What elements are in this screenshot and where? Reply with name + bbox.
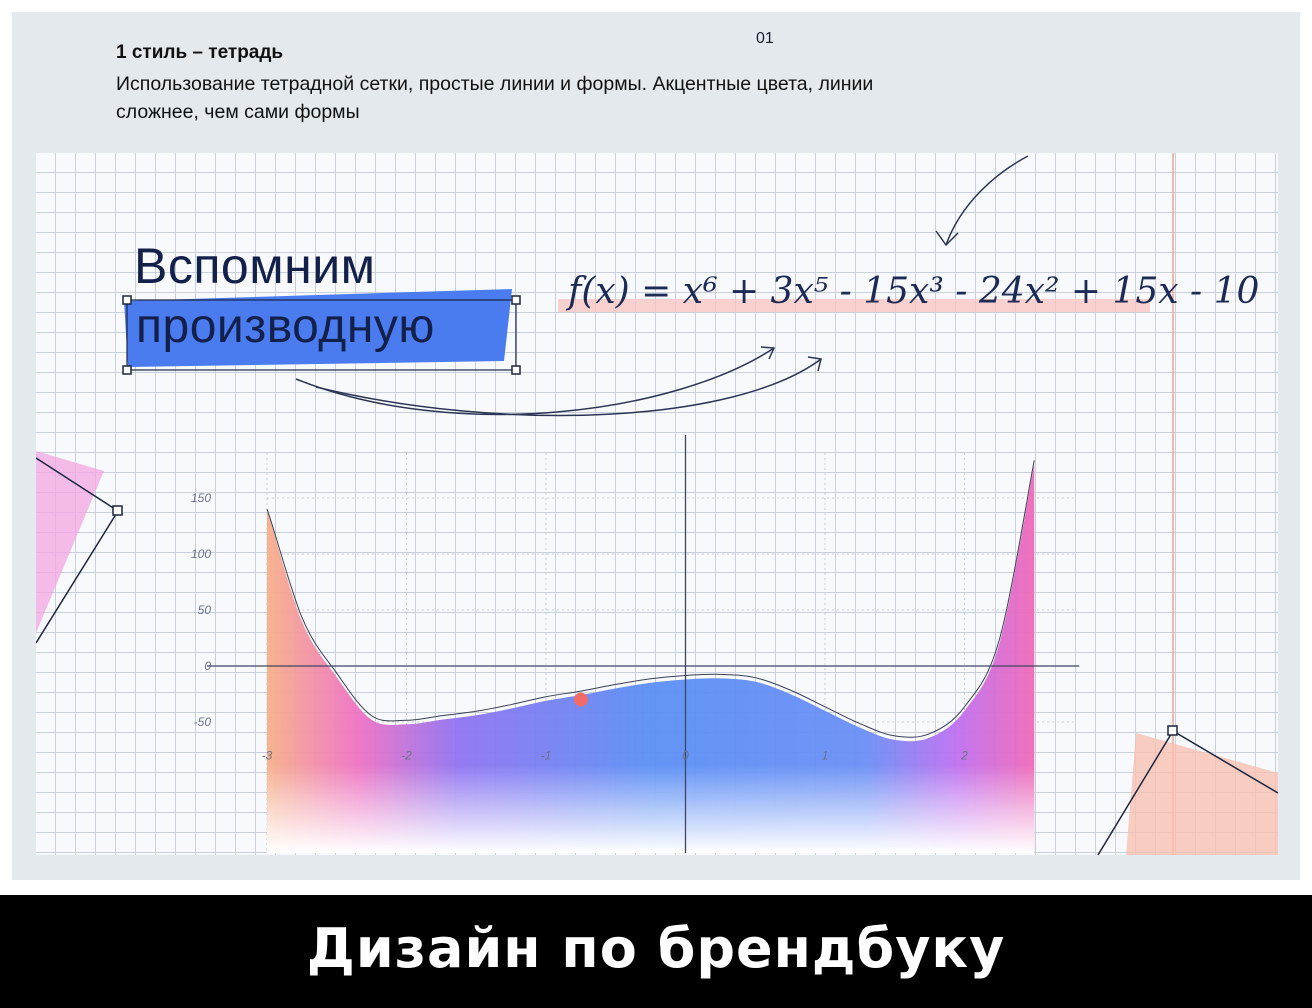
x-tick-label: 1 [822, 749, 829, 763]
y-tick-label: -50 [194, 715, 212, 729]
headline-line-2: производную [136, 300, 435, 353]
style-description: Использование тетрадной сетки, простые л… [116, 73, 874, 123]
arrow-curve-2 [315, 358, 822, 417]
area-fade [267, 453, 1035, 853]
slide-preview: -3 -2 -1 0 1 2 150 100 50 0 -50 Вспомним производн… [36, 153, 1278, 855]
x-tick-label: 0 [682, 749, 689, 763]
corner-handle-left [112, 505, 123, 516]
curve-outline [266, 460, 1035, 738]
y-tick-label: 150 [191, 491, 211, 505]
function-chart: -3 -2 -1 0 1 2 150 100 50 0 -50 [191, 435, 1080, 853]
headline-highlight [124, 289, 512, 367]
headline-line-1: Вспомним [134, 238, 376, 294]
caption: Дизайн по брендбуку [306, 917, 1006, 980]
style-title: 1 стиль – тетрадь [116, 42, 284, 63]
y-tick-label: 100 [191, 547, 211, 561]
x-tick-label: -2 [401, 749, 412, 763]
highlight-point [573, 692, 588, 707]
corner-handle-right [1167, 725, 1178, 736]
slide-graphics: -3 -2 -1 0 1 2 150 100 50 0 -50 [36, 153, 1278, 855]
pink-triangle-left [36, 451, 104, 633]
selection-handle [122, 365, 132, 375]
y-tick-label: 0 [204, 659, 211, 673]
x-tick-label: -1 [541, 749, 552, 763]
y-tick-label: 50 [198, 603, 212, 617]
pink-triangle-right [1126, 733, 1278, 855]
x-tick-label: 2 [960, 749, 968, 763]
selection-frame [126, 299, 517, 371]
arrow-top [945, 155, 1029, 246]
selection-handle [122, 295, 132, 305]
selection-handle [511, 295, 521, 305]
selection-handle [511, 365, 521, 375]
x-tick-label: -3 [262, 749, 273, 763]
formula-highlight [558, 299, 1150, 312]
formula: f(x) = x⁶ + 3x⁵ - 15x³ - 24x² + 15x - 10 [568, 271, 1260, 312]
caption-band: Дизайн по брендбуку [0, 895, 1312, 1008]
page-number: 01 [756, 30, 774, 47]
arrow-curve-1 [295, 347, 775, 416]
